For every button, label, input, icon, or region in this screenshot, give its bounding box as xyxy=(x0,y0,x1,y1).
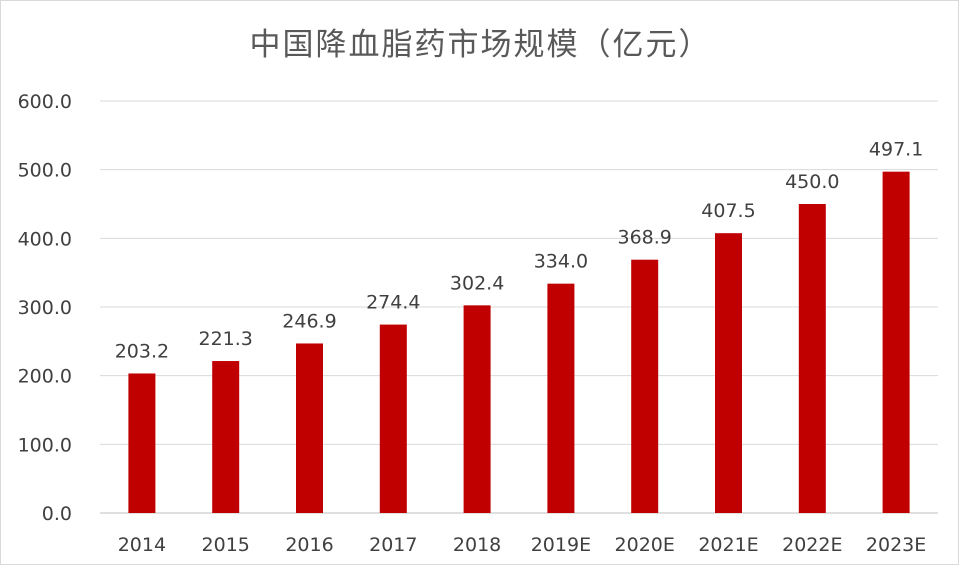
y-axis-tick-labels: 0.0 100.0 200.0 300.0 400.0 500.0 600.0 xyxy=(18,91,72,525)
x-tick-label: 2014 xyxy=(118,534,166,556)
bars xyxy=(128,171,910,513)
gridlines xyxy=(100,100,938,514)
x-tick-label: 2015 xyxy=(202,534,250,556)
x-tick-label: 2021E xyxy=(698,534,758,556)
bar xyxy=(547,283,575,513)
x-tick-label: 2018 xyxy=(453,534,501,556)
y-tick-label: 400.0 xyxy=(18,228,72,250)
y-tick-label: 200.0 xyxy=(18,366,72,388)
data-label: 368.9 xyxy=(617,227,671,249)
x-tick-label: 2022E xyxy=(782,534,842,556)
y-tick-label: 100.0 xyxy=(18,434,72,456)
bar xyxy=(715,233,742,513)
bar xyxy=(463,305,491,513)
y-tick-label: 600.0 xyxy=(18,91,72,113)
data-label: 450.0 xyxy=(785,171,839,193)
data-label: 203.2 xyxy=(115,340,169,362)
x-axis-tick-labels: 2014 2015 2016 2017 2018 2019E 2020E 2021E 2022E… xyxy=(118,534,927,556)
bar xyxy=(296,343,323,513)
x-tick-label: 2023E xyxy=(866,534,926,556)
bar xyxy=(212,361,240,513)
data-label: 497.1 xyxy=(869,139,923,161)
data-label: 334.0 xyxy=(534,251,588,273)
bar xyxy=(631,259,659,513)
bar xyxy=(882,171,910,513)
y-tick-label: 500.0 xyxy=(18,160,72,182)
data-label: 246.9 xyxy=(282,310,336,332)
y-tick-label: 300.0 xyxy=(18,297,72,319)
data-labels: 203.2 221.3 246.9 274.4 302.4 334.0 368.9 407.5… xyxy=(115,139,924,363)
y-tick-label: 0.0 xyxy=(42,503,72,525)
bar xyxy=(128,373,156,513)
bar xyxy=(798,204,826,513)
x-tick-label: 2019E xyxy=(531,534,591,556)
data-label: 274.4 xyxy=(366,292,420,314)
x-tick-label: 2016 xyxy=(285,534,333,556)
bar xyxy=(379,324,407,513)
x-tick-label: 2020E xyxy=(615,534,675,556)
data-label: 221.3 xyxy=(198,328,252,350)
chart-title: 中国降血脂药市场规模（亿元） xyxy=(249,27,712,63)
x-tick-label: 2017 xyxy=(369,534,417,556)
data-label: 302.4 xyxy=(450,272,504,294)
data-label: 407.5 xyxy=(701,200,755,222)
